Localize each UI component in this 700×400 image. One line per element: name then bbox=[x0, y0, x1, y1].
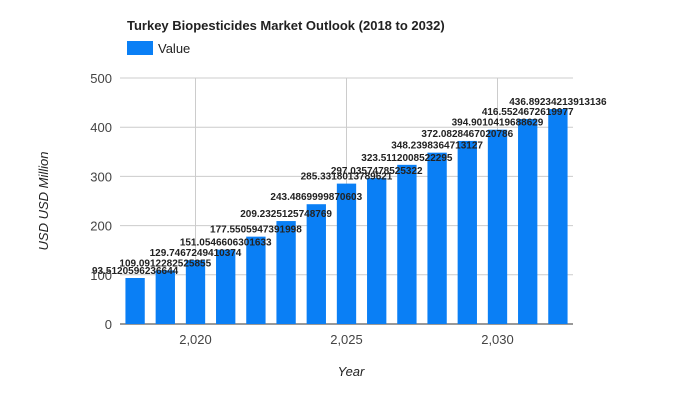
bar bbox=[185, 260, 206, 324]
data-label: 297.0357478525322 bbox=[331, 166, 423, 177]
data-label: 151.0546606301633 bbox=[180, 238, 272, 249]
chart-title: Turkey Biopesticides Market Outlook (201… bbox=[127, 18, 445, 33]
data-label: 372.0828467020786 bbox=[421, 129, 513, 140]
y-tick-label: 300 bbox=[90, 169, 112, 184]
legend-label: Value bbox=[158, 41, 190, 56]
y-axis: 0 100 200 300 400 500 bbox=[90, 71, 112, 332]
bar bbox=[246, 236, 266, 324]
bar bbox=[427, 152, 447, 324]
bar bbox=[276, 221, 296, 324]
data-label: 394.9010419688629 bbox=[452, 118, 544, 129]
bars bbox=[125, 109, 568, 324]
data-label: 209.2325125748769 bbox=[240, 209, 332, 220]
bar bbox=[125, 277, 145, 324]
y-tick-label: 100 bbox=[90, 268, 112, 283]
x-axis-title: Year bbox=[338, 364, 365, 379]
data-labels: 93.5120596236644109.0912282525855129.746… bbox=[92, 97, 607, 277]
bar bbox=[367, 177, 387, 324]
x-tick-label: 2,025 bbox=[330, 332, 363, 347]
y-tick-label: 500 bbox=[90, 71, 112, 86]
data-label: 93.5120596236644 bbox=[92, 266, 179, 277]
bar bbox=[155, 270, 175, 324]
data-label: 177.5505947391998 bbox=[210, 225, 302, 236]
y-tick-label: 200 bbox=[90, 219, 112, 234]
data-label: 416.5524672619977 bbox=[482, 107, 574, 118]
x-axis: 2,020 2,025 2,030 bbox=[179, 332, 514, 347]
bar bbox=[306, 204, 326, 324]
data-label: 348.2398364713127 bbox=[391, 141, 483, 152]
x-tick-label: 2,030 bbox=[481, 332, 514, 347]
bar bbox=[336, 183, 357, 324]
bar bbox=[548, 109, 568, 324]
data-label: 129.7467249410374 bbox=[150, 248, 242, 259]
y-tick-label: 400 bbox=[90, 120, 112, 135]
data-label: 243.4869999870603 bbox=[270, 192, 362, 203]
y-axis-title: USD USD Million bbox=[36, 152, 51, 251]
data-label: 109.0912282525855 bbox=[119, 258, 211, 269]
bar bbox=[457, 140, 477, 324]
legend-swatch bbox=[127, 41, 153, 55]
data-label: 285.3318013789621 bbox=[301, 172, 393, 183]
x-tick-label: 2,020 bbox=[179, 332, 212, 347]
bar bbox=[487, 129, 508, 324]
data-label: 436.89234213913136 bbox=[509, 97, 607, 108]
bar bbox=[518, 119, 538, 324]
data-label: 323.5112008522295 bbox=[361, 153, 453, 164]
bar bbox=[216, 249, 236, 324]
y-tick-label: 0 bbox=[105, 317, 112, 332]
legend[interactable]: Value bbox=[127, 41, 190, 56]
bar bbox=[397, 164, 417, 324]
